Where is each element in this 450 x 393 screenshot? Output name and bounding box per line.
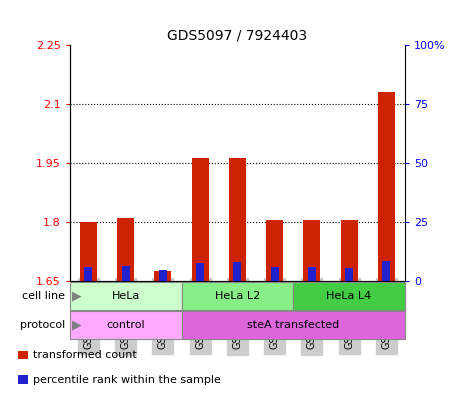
Text: cell line: cell line <box>22 291 65 301</box>
Bar <box>84 267 92 281</box>
Bar <box>293 281 405 310</box>
Title: GDS5097 / 7924403: GDS5097 / 7924403 <box>167 29 307 42</box>
Bar <box>308 267 316 281</box>
Bar <box>229 158 246 281</box>
Bar <box>192 158 208 281</box>
Text: steA transfected: steA transfected <box>247 320 339 330</box>
Text: HeLa L4: HeLa L4 <box>327 291 372 301</box>
Bar <box>181 281 293 310</box>
Text: transformed count: transformed count <box>33 350 136 360</box>
Bar <box>270 267 279 281</box>
Bar <box>181 311 405 339</box>
Bar <box>382 261 391 281</box>
Bar <box>18 375 28 384</box>
Text: protocol: protocol <box>20 320 65 330</box>
Bar <box>154 271 171 281</box>
Text: percentile rank within the sample: percentile rank within the sample <box>33 375 220 385</box>
Bar <box>70 281 181 310</box>
Bar <box>159 270 167 281</box>
Bar <box>70 311 181 339</box>
Bar <box>80 222 97 281</box>
Bar <box>233 262 242 281</box>
Bar <box>266 220 283 281</box>
Text: HeLa L2: HeLa L2 <box>215 291 260 301</box>
Text: HeLa: HeLa <box>112 291 140 301</box>
Bar <box>378 92 395 281</box>
Text: ▶: ▶ <box>72 289 81 302</box>
Bar <box>345 268 353 281</box>
Bar <box>117 218 134 281</box>
Text: ▶: ▶ <box>72 319 81 332</box>
Bar <box>303 220 320 281</box>
Bar <box>18 351 28 359</box>
Text: control: control <box>106 320 145 330</box>
Bar <box>196 263 204 281</box>
Bar <box>341 220 357 281</box>
Bar <box>122 266 130 281</box>
